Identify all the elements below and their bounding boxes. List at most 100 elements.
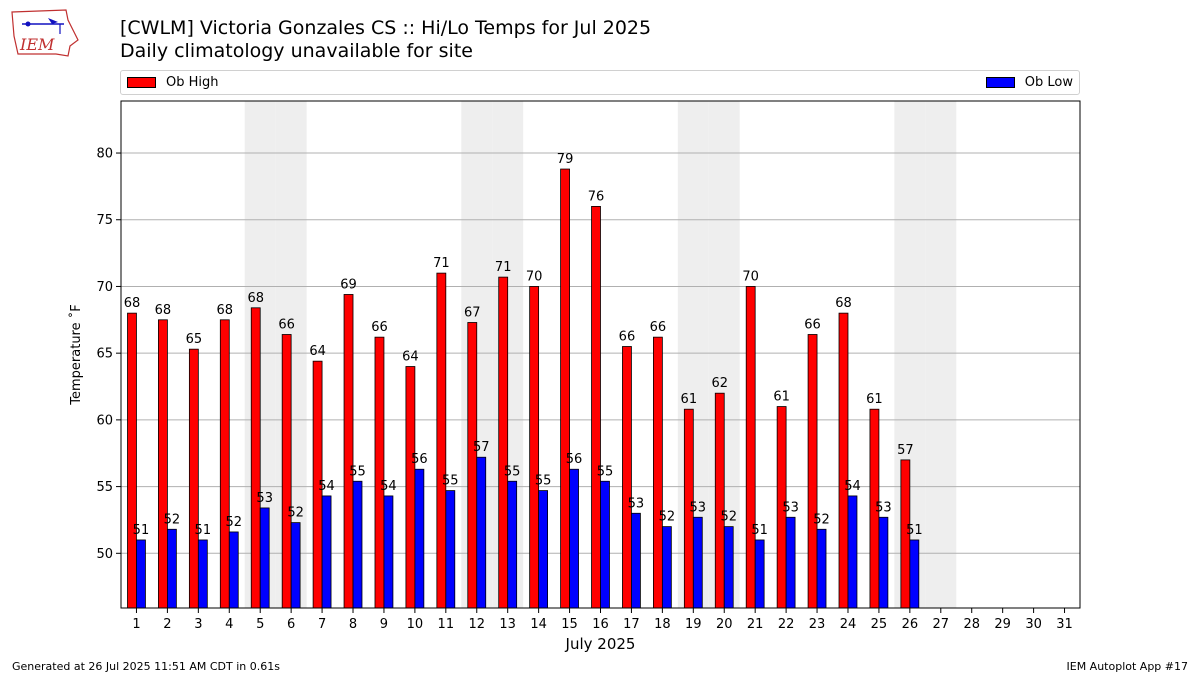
low-data-label: 52 xyxy=(659,510,676,525)
legend-swatch-ob-high xyxy=(127,77,156,88)
y-tick-label: 80 xyxy=(96,147,113,162)
high-bar xyxy=(714,392,725,609)
x-tick-label: 25 xyxy=(871,617,888,632)
chart-subtitle: Daily climatology unavailable for site xyxy=(120,40,473,62)
x-tick-label: 26 xyxy=(902,617,919,632)
high-bar xyxy=(869,408,880,609)
x-tick-label: 21 xyxy=(747,617,764,632)
low-data-label: 55 xyxy=(597,464,614,479)
high-data-label: 61 xyxy=(773,390,790,405)
low-data-label: 52 xyxy=(164,512,181,527)
x-tick-label: 11 xyxy=(438,617,455,632)
weekend-shade xyxy=(677,101,709,608)
high-bar xyxy=(312,360,323,609)
chart-title: [CWLM] Victoria Gonzales CS :: Hi/Lo Tem… xyxy=(120,17,652,39)
x-axis-label: July 2025 xyxy=(565,635,636,653)
low-data-label: 52 xyxy=(225,515,242,530)
high-data-label: 67 xyxy=(464,305,481,320)
low-bar xyxy=(661,526,672,609)
high-bar xyxy=(745,286,756,609)
high-data-label: 71 xyxy=(433,256,450,271)
low-bar xyxy=(136,539,146,609)
x-tick-label: 1 xyxy=(132,617,140,632)
high-data-label: 66 xyxy=(371,320,388,335)
high-bar xyxy=(219,319,230,609)
high-bar xyxy=(158,319,168,609)
high-data-label: 68 xyxy=(217,303,234,318)
low-data-label: 54 xyxy=(380,479,397,494)
legend-item-ob-low: Ob Low xyxy=(985,75,1073,90)
high-bar xyxy=(683,408,694,609)
high-data-label: 61 xyxy=(866,392,883,407)
x-tick-label: 27 xyxy=(933,617,950,632)
x-tick-label: 15 xyxy=(561,617,578,632)
y-axis-label: Temperature ˚F xyxy=(68,304,84,405)
low-data-label: 51 xyxy=(906,523,923,538)
low-bar xyxy=(507,480,518,609)
y-tick-label: 70 xyxy=(96,280,113,295)
high-bar xyxy=(127,312,137,609)
high-data-label: 69 xyxy=(340,277,357,292)
high-data-label: 71 xyxy=(495,260,512,275)
low-bar xyxy=(228,531,239,609)
low-bar xyxy=(754,539,765,609)
high-bar xyxy=(652,336,663,609)
low-bar xyxy=(259,507,270,609)
high-data-label: 65 xyxy=(186,332,203,347)
weekend-shade xyxy=(244,101,276,608)
high-bar xyxy=(591,206,601,609)
high-bar xyxy=(250,307,261,609)
high-data-label: 79 xyxy=(557,152,574,167)
x-tick-label: 4 xyxy=(225,617,233,632)
x-tick-label: 30 xyxy=(1025,617,1042,632)
x-tick-label: 12 xyxy=(468,617,485,632)
y-tick-label: 75 xyxy=(96,213,113,228)
high-data-label: 70 xyxy=(526,269,543,284)
x-tick-label: 20 xyxy=(716,617,733,632)
low-bar xyxy=(569,468,579,609)
high-bar xyxy=(529,286,540,609)
low-data-label: 52 xyxy=(287,506,304,521)
x-tick-label: 23 xyxy=(809,617,826,632)
low-data-label: 56 xyxy=(566,452,583,467)
y-tick-label: 50 xyxy=(96,547,113,562)
x-tick-label: 17 xyxy=(623,617,640,632)
low-data-label: 54 xyxy=(844,479,861,494)
legend-label-ob-low: Ob Low xyxy=(1024,75,1073,90)
low-bar xyxy=(383,495,394,609)
low-bar xyxy=(476,456,487,609)
high-data-label: 68 xyxy=(155,303,172,318)
low-bar xyxy=(321,495,332,609)
high-data-label: 57 xyxy=(897,443,914,458)
high-bar xyxy=(405,366,416,609)
low-data-label: 53 xyxy=(256,491,273,506)
low-bar xyxy=(414,468,425,609)
legend: Ob High Ob Low xyxy=(120,70,1080,95)
high-data-label: 66 xyxy=(619,329,636,344)
high-bar xyxy=(838,312,849,609)
high-bar xyxy=(281,334,292,609)
x-tick-label: 29 xyxy=(994,617,1011,632)
low-data-label: 52 xyxy=(813,512,830,527)
low-data-label: 52 xyxy=(720,510,737,525)
high-data-label: 64 xyxy=(402,350,419,365)
high-data-label: 66 xyxy=(650,320,667,335)
x-tick-label: 16 xyxy=(592,617,609,632)
high-data-label: 70 xyxy=(742,269,759,284)
high-bar xyxy=(776,406,787,609)
low-bar xyxy=(352,480,363,609)
low-bar xyxy=(197,539,208,609)
low-data-label: 55 xyxy=(442,474,459,489)
low-data-label: 55 xyxy=(349,464,366,479)
x-tick-label: 10 xyxy=(407,617,424,632)
y-tick-label: 60 xyxy=(96,413,113,428)
high-bar xyxy=(622,346,632,609)
weekend-shade xyxy=(925,101,957,608)
x-tick-label: 8 xyxy=(349,617,357,632)
x-tick-label: 31 xyxy=(1056,617,1073,632)
high-bar xyxy=(498,276,509,609)
high-bar xyxy=(560,168,570,609)
high-data-label: 68 xyxy=(247,291,264,306)
low-data-label: 51 xyxy=(195,523,212,538)
